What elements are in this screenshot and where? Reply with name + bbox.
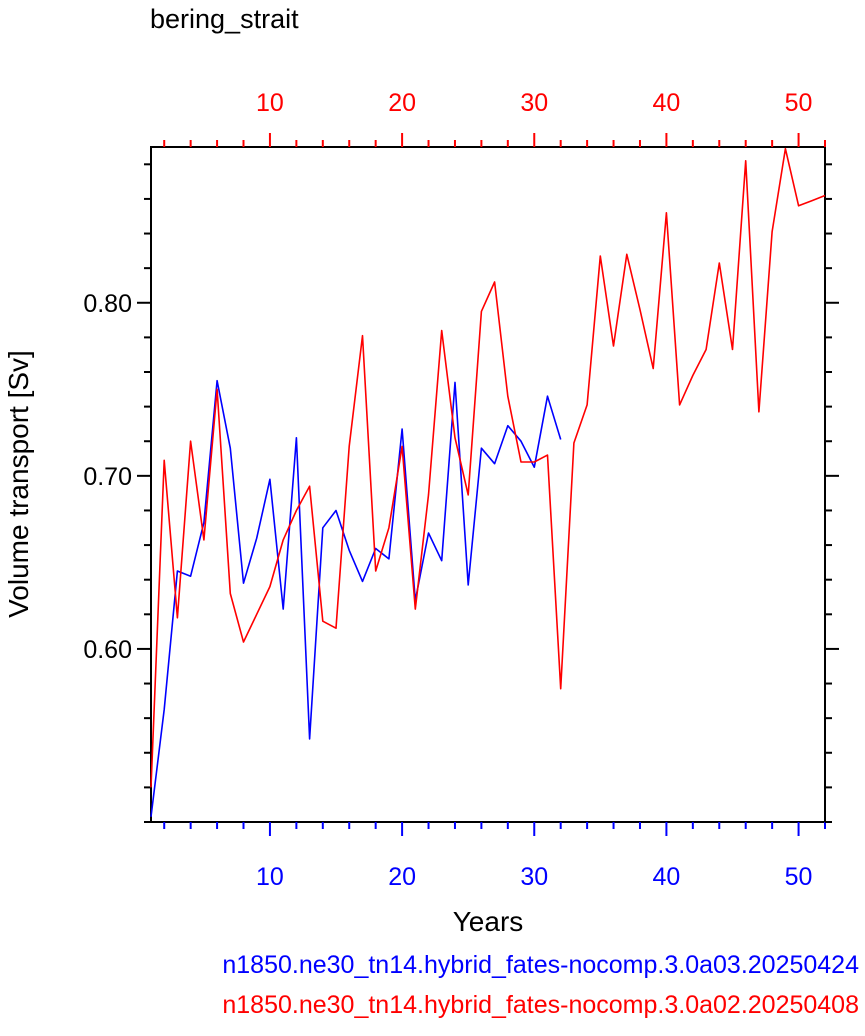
top-tick-label: 20 (388, 89, 416, 117)
right-axis-ticks (825, 163, 839, 823)
top-axis-ticks: 10 20 30 40 50 (163, 89, 826, 147)
series-line-red (150, 147, 826, 788)
left-axis-ticks: 0.60 0.70 0.80 (83, 163, 151, 823)
bottom-axis-ticks: 10 20 30 40 50 (163, 822, 826, 891)
top-tick-label: 50 (785, 89, 813, 117)
top-tick-label: 40 (653, 89, 681, 117)
series-layer (150, 147, 826, 817)
left-tick-label: 0.70 (83, 463, 132, 491)
bottom-tick-label: 30 (520, 863, 548, 891)
legend-entry-blue: n1850.ne30_tn14.hybrid_fates-nocomp.3.0a… (222, 951, 859, 979)
top-tick-label: 30 (520, 89, 548, 117)
plot-area (150, 146, 826, 823)
left-tick-label: 0.60 (83, 636, 132, 664)
bottom-tick-label: 20 (388, 863, 416, 891)
y-axis-label: Volume transport [Sv] (3, 350, 34, 618)
bottom-tick-label: 40 (653, 863, 681, 891)
bottom-tick-label: 10 (256, 863, 284, 891)
x-axis-label: Years (453, 906, 524, 937)
chart-title: bering_strait (150, 4, 299, 34)
legend-entry-red: n1850.ne30_tn14.hybrid_fates-nocomp.3.0a… (222, 991, 859, 1019)
bottom-tick-label: 50 (785, 863, 813, 891)
series-line-blue (150, 379, 562, 817)
left-tick-label: 0.80 (83, 290, 132, 318)
top-tick-label: 10 (256, 89, 284, 117)
